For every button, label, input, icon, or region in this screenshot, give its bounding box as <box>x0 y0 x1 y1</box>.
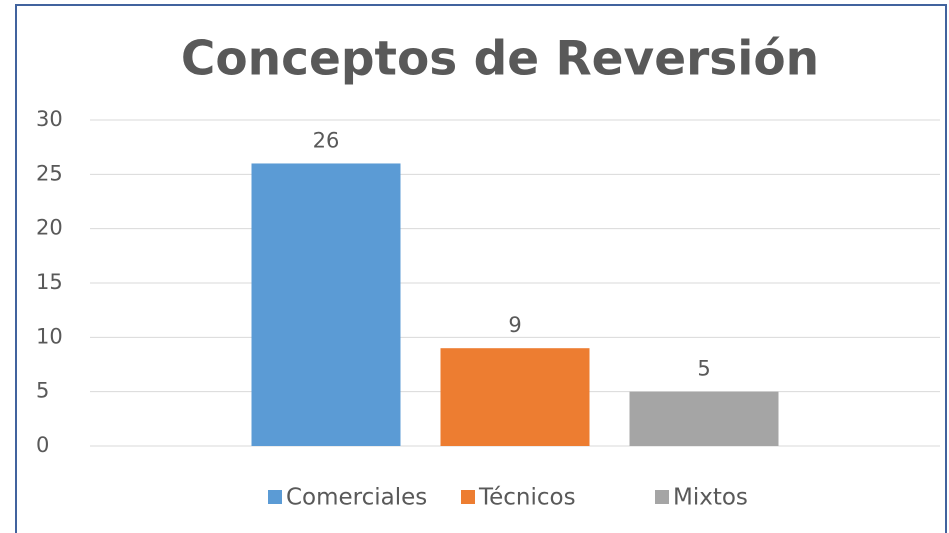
data-label: 9 <box>508 313 521 337</box>
y-tick-label: 25 <box>36 161 63 185</box>
data-label: 26 <box>313 128 340 152</box>
y-tick-label: 15 <box>36 270 63 294</box>
chart-title: Conceptos de Reversión <box>181 32 819 87</box>
legend-swatch <box>461 490 475 504</box>
y-tick-label: 0 <box>36 433 49 457</box>
legend-swatch <box>268 490 282 504</box>
bar <box>629 391 779 446</box>
legend-label: Técnicos <box>478 485 576 511</box>
y-tick-label: 5 <box>36 379 49 403</box>
y-tick-label: 30 <box>36 107 63 131</box>
legend-label: Comerciales <box>286 485 427 511</box>
y-tick-label: 10 <box>36 324 63 348</box>
legend-label: Mixtos <box>673 485 748 511</box>
bar <box>440 348 590 446</box>
y-tick-label: 20 <box>36 216 63 240</box>
bar <box>251 163 401 446</box>
legend-swatch <box>655 490 669 504</box>
data-label: 5 <box>697 357 710 381</box>
